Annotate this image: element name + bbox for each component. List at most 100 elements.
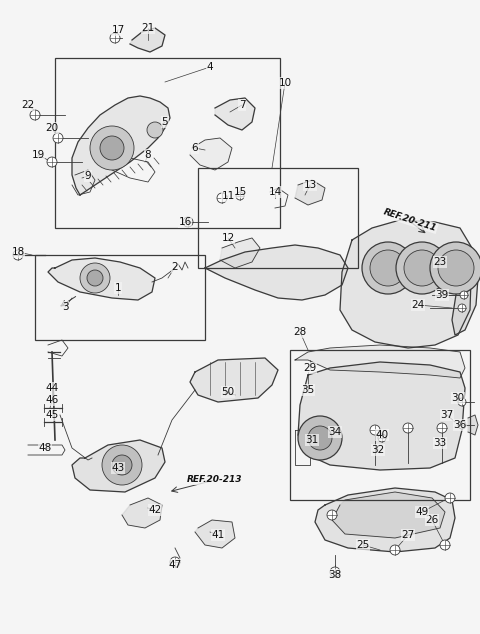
- Text: 13: 13: [303, 180, 317, 190]
- Text: 3: 3: [62, 302, 68, 312]
- Circle shape: [403, 423, 413, 433]
- Circle shape: [378, 434, 386, 442]
- Text: 17: 17: [111, 25, 125, 35]
- Circle shape: [396, 242, 448, 294]
- Text: 15: 15: [233, 187, 247, 197]
- Text: 5: 5: [162, 117, 168, 127]
- Circle shape: [80, 263, 110, 293]
- Text: 32: 32: [372, 445, 384, 455]
- Text: 27: 27: [401, 530, 415, 540]
- Text: 37: 37: [440, 410, 454, 420]
- Polygon shape: [72, 440, 165, 492]
- Text: 44: 44: [46, 383, 59, 393]
- Text: REF.20-213: REF.20-213: [187, 476, 243, 484]
- Text: 1: 1: [115, 283, 121, 293]
- Text: 21: 21: [142, 23, 155, 33]
- Text: 42: 42: [148, 505, 162, 515]
- Text: 22: 22: [22, 100, 35, 110]
- Polygon shape: [340, 220, 472, 348]
- Circle shape: [458, 398, 466, 406]
- Circle shape: [87, 270, 103, 286]
- Text: 31: 31: [305, 435, 319, 445]
- Polygon shape: [468, 415, 478, 435]
- Text: 50: 50: [221, 387, 235, 397]
- Text: 34: 34: [328, 427, 342, 437]
- Polygon shape: [295, 345, 465, 378]
- Text: 40: 40: [375, 430, 389, 440]
- Circle shape: [362, 242, 414, 294]
- Polygon shape: [48, 258, 155, 300]
- Circle shape: [330, 567, 340, 577]
- Text: 28: 28: [293, 327, 307, 337]
- Bar: [290, 350, 470, 500]
- Circle shape: [217, 193, 227, 203]
- Text: 39: 39: [435, 290, 449, 300]
- Circle shape: [370, 250, 406, 286]
- Circle shape: [437, 423, 447, 433]
- Text: 38: 38: [328, 570, 342, 580]
- Circle shape: [147, 122, 163, 138]
- Text: 6: 6: [192, 143, 198, 153]
- Text: 23: 23: [433, 257, 446, 267]
- Text: 25: 25: [356, 540, 370, 550]
- Text: 41: 41: [211, 530, 225, 540]
- Text: 29: 29: [303, 363, 317, 373]
- Circle shape: [112, 455, 132, 475]
- Text: 45: 45: [46, 410, 59, 420]
- Bar: [35, 255, 205, 340]
- Circle shape: [308, 426, 332, 450]
- Bar: [55, 58, 280, 228]
- Polygon shape: [295, 180, 325, 205]
- Text: 9: 9: [84, 171, 91, 181]
- Polygon shape: [332, 492, 445, 538]
- Text: 48: 48: [38, 443, 52, 453]
- Text: 7: 7: [239, 100, 245, 110]
- Text: 4: 4: [207, 62, 213, 72]
- Polygon shape: [195, 520, 235, 548]
- Circle shape: [53, 133, 63, 143]
- Circle shape: [183, 217, 193, 227]
- Text: 14: 14: [268, 187, 282, 197]
- Text: 36: 36: [454, 420, 467, 430]
- Text: 30: 30: [451, 393, 465, 403]
- Polygon shape: [205, 245, 348, 300]
- Bar: [198, 168, 358, 268]
- Text: 12: 12: [221, 233, 235, 243]
- Circle shape: [458, 304, 466, 312]
- Circle shape: [390, 545, 400, 555]
- Circle shape: [170, 557, 180, 567]
- Circle shape: [110, 33, 120, 43]
- Circle shape: [404, 250, 440, 286]
- Text: 2: 2: [172, 262, 178, 272]
- Text: 10: 10: [278, 78, 291, 88]
- Polygon shape: [452, 248, 478, 335]
- Polygon shape: [315, 488, 455, 552]
- Circle shape: [445, 493, 455, 503]
- Text: REF.20-211: REF.20-211: [382, 207, 438, 233]
- Text: 35: 35: [301, 385, 314, 395]
- Text: 8: 8: [144, 150, 151, 160]
- Circle shape: [460, 291, 468, 299]
- Text: 49: 49: [415, 507, 429, 517]
- Text: 18: 18: [12, 247, 24, 257]
- Text: 24: 24: [411, 300, 425, 310]
- Circle shape: [13, 250, 23, 260]
- Circle shape: [236, 192, 244, 200]
- Text: 43: 43: [111, 463, 125, 473]
- Circle shape: [430, 242, 480, 294]
- Circle shape: [327, 510, 337, 520]
- Circle shape: [458, 421, 466, 429]
- Text: 20: 20: [46, 123, 59, 133]
- Circle shape: [370, 425, 380, 435]
- Text: 19: 19: [31, 150, 45, 160]
- Polygon shape: [190, 358, 278, 402]
- Polygon shape: [298, 362, 465, 470]
- Text: 26: 26: [425, 515, 439, 525]
- Polygon shape: [130, 28, 165, 52]
- Text: 33: 33: [433, 438, 446, 448]
- Circle shape: [100, 136, 124, 160]
- Polygon shape: [72, 96, 170, 195]
- Circle shape: [440, 540, 450, 550]
- Polygon shape: [122, 498, 162, 528]
- Polygon shape: [220, 238, 260, 268]
